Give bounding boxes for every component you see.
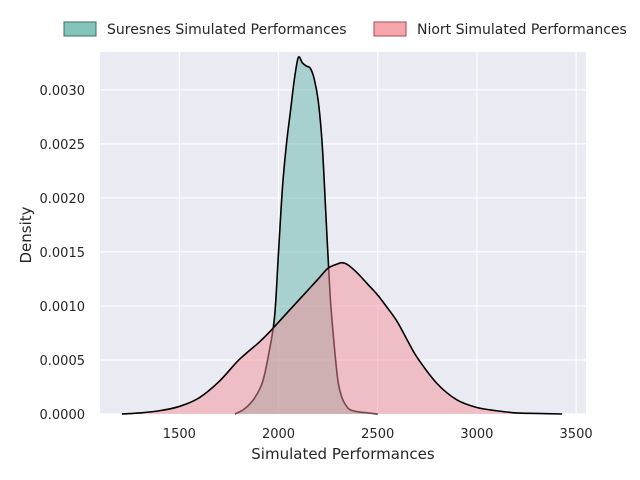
x-tick-label: 3500 <box>560 427 593 442</box>
y-tick-label: 0.0000 <box>40 408 86 423</box>
y-tick-label: 0.0030 <box>40 84 86 99</box>
legend-label-niort: Niort Simulated Performances <box>417 22 627 38</box>
y-axis-ticks: 0.0000 0.0005 0.0010 0.0015 0.0020 0.0025 0.00… <box>40 84 86 423</box>
legend-label-suresnes: Suresnes Simulated Performances <box>107 22 347 38</box>
grid-lines <box>100 52 586 415</box>
x-axis-ticks: 1500 2000 2500 3000 3500 <box>163 427 593 442</box>
y-tick-label: 0.0010 <box>40 300 86 315</box>
y-tick-label: 0.0020 <box>40 192 86 207</box>
density-area-niort <box>121 262 563 414</box>
x-tick-label: 3000 <box>460 427 493 442</box>
legend-swatch-suresnes <box>63 21 97 37</box>
y-tick-label: 0.0005 <box>40 354 86 369</box>
density-area-suresnes <box>234 56 378 414</box>
y-tick-label: 0.0015 <box>40 246 86 261</box>
x-axis-label: Simulated Performances <box>251 445 435 463</box>
x-tick-label: 2000 <box>262 427 295 442</box>
y-tick-label: 0.0025 <box>40 138 86 153</box>
density-line-niort <box>121 261 563 415</box>
x-tick-label: 2500 <box>361 427 394 442</box>
x-tick-label: 1500 <box>163 427 196 442</box>
density-areas <box>121 56 563 415</box>
legend: Suresnes Simulated Performances Niort Si… <box>63 21 627 38</box>
legend-swatch-niort <box>373 21 407 37</box>
y-axis-label: Density <box>17 206 35 263</box>
